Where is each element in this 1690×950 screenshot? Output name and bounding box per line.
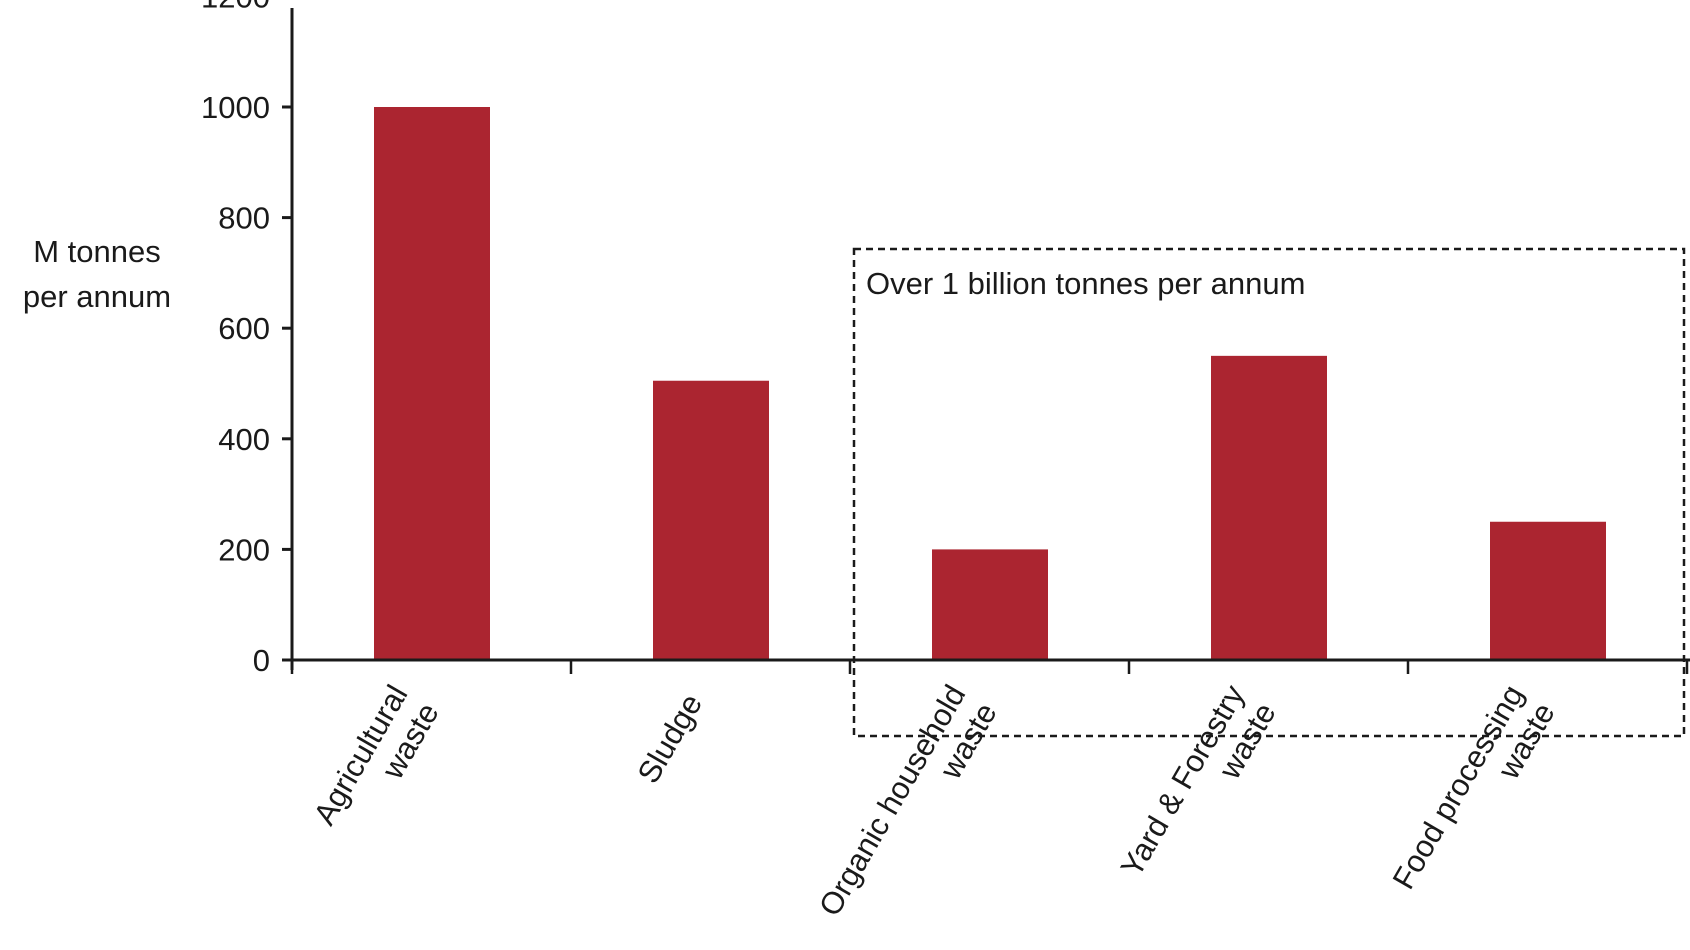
axes-group [290, 8, 1690, 670]
x-ticks-group [290, 660, 1689, 674]
y-tick-label: 600 [218, 311, 270, 346]
bar [653, 380, 769, 660]
bar [1211, 355, 1327, 660]
bar [932, 549, 1048, 660]
y-axis-label-line: per annum [23, 279, 171, 314]
bar [1490, 521, 1606, 660]
y-tick-label: 1000 [201, 90, 270, 125]
bar [374, 107, 490, 660]
annotation-dashed-box [852, 247, 1686, 738]
category-label: Organic household [812, 679, 972, 922]
y-ticks-group: 0 200 400 600 800 1000 1200 [201, 0, 292, 678]
category-label: Food processing [1386, 679, 1531, 895]
y-axis-label-line: M tonnes [33, 234, 161, 269]
y-axis-label: M tonnes per annum [23, 234, 171, 314]
annotation-layer: Over 1 billion tonnes per annum [852, 247, 1686, 738]
bars-group [374, 107, 1606, 660]
annotation-text: Over 1 billion tonnes per annum [866, 266, 1305, 301]
category-label: Yard & Forestry [1114, 679, 1252, 883]
y-tick-label: 800 [218, 201, 270, 236]
y-tick-label: 400 [218, 422, 270, 457]
y-tick-label: 0 [253, 643, 270, 678]
category-label: Sludge [630, 688, 709, 789]
y-tick-label: 200 [218, 532, 270, 567]
y-tick-label: 1200 [201, 0, 270, 14]
